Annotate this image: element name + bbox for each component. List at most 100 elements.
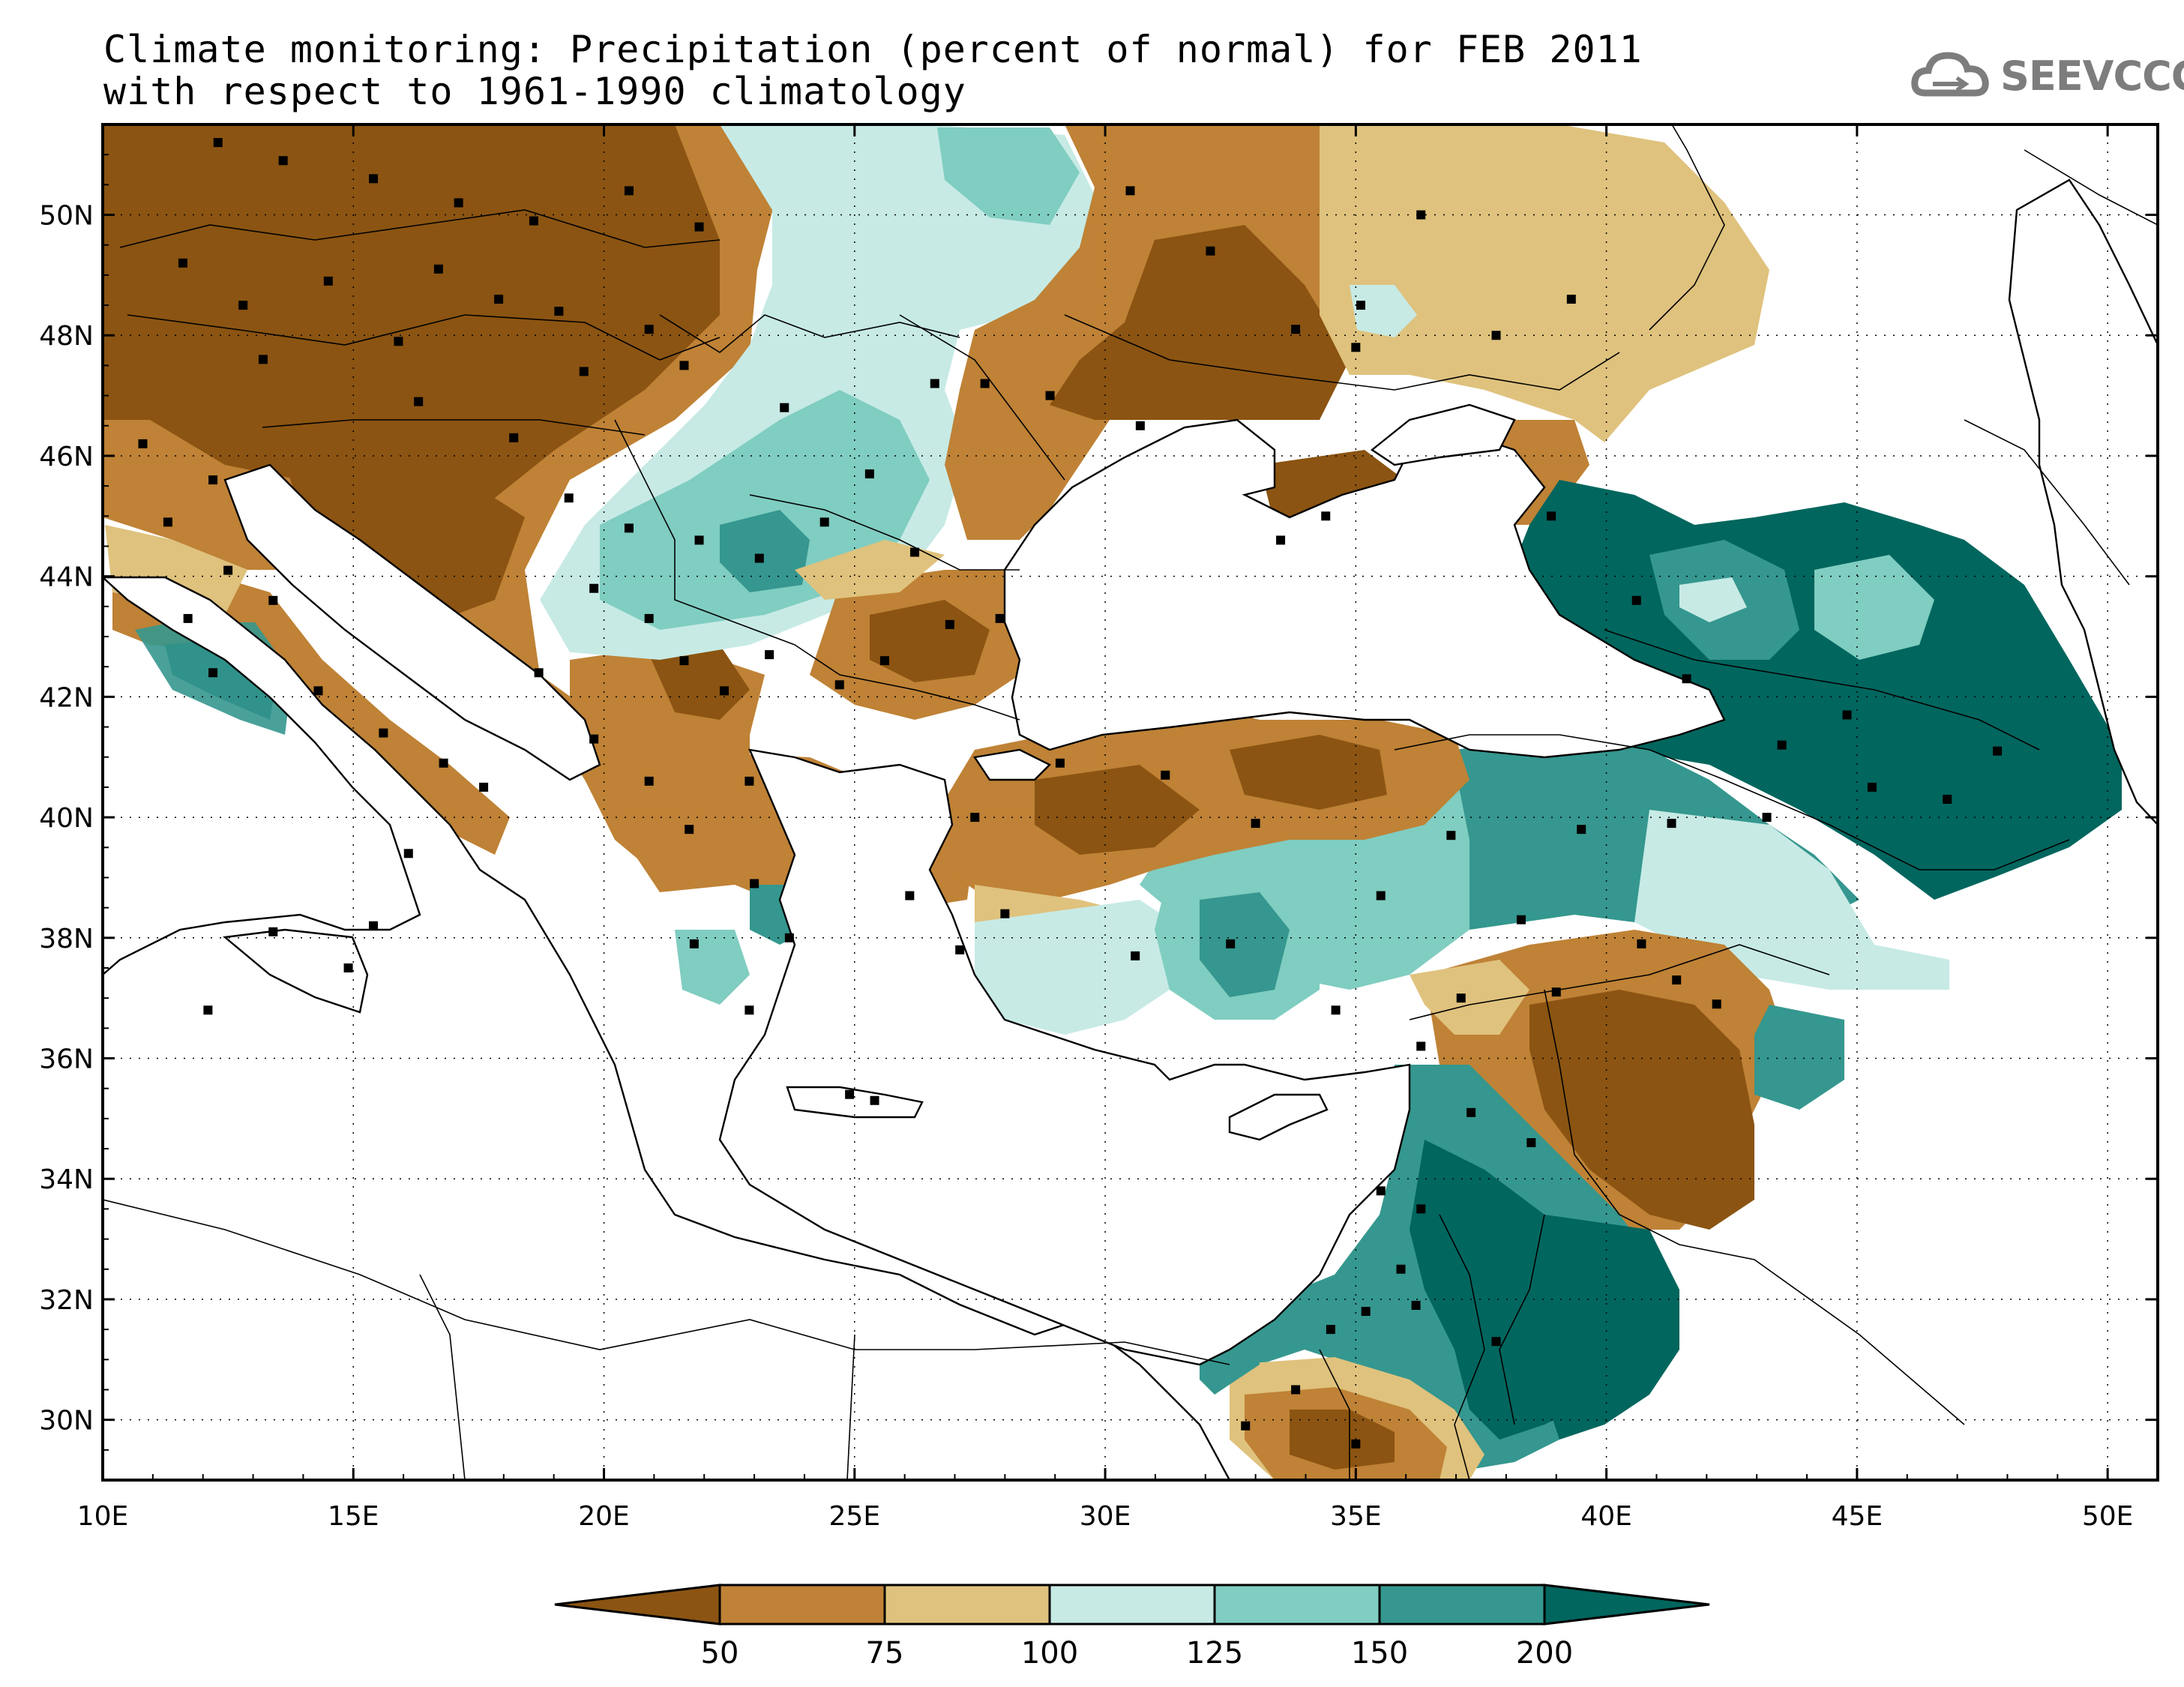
field-carpathian-150 [937, 127, 1080, 225]
colorbar-segment [718, 1584, 886, 1626]
station-marker [564, 493, 574, 503]
station-marker [1842, 710, 1852, 720]
station-marker [589, 583, 599, 593]
station-marker [995, 613, 1005, 623]
colorbar-label: 75 [866, 1636, 904, 1671]
station-marker [268, 927, 278, 936]
station-marker [223, 565, 233, 575]
station-marker [163, 517, 172, 527]
x-tick-label: 40E [1580, 1501, 1632, 1532]
station-marker [1331, 1005, 1341, 1015]
station-marker [529, 216, 538, 226]
y-tick-label: 42N [39, 682, 94, 713]
station-marker [1491, 331, 1501, 340]
sicily-coast [223, 928, 369, 1014]
station-marker [744, 1005, 754, 1015]
longitude-axis: 10E 15E 20E 25E 30E 35E 40E 45E 50E [77, 124, 2159, 1532]
station-marker [1291, 325, 1301, 334]
aegean-coast [718, 748, 1411, 1366]
station-marker [1712, 999, 1721, 1009]
station-marker [644, 776, 654, 786]
station-marker [1456, 993, 1466, 1003]
station-marker [1993, 746, 2003, 756]
station-marker [1000, 909, 1010, 918]
station-marker [1547, 511, 1556, 521]
x-tick-label: 25E [829, 1501, 881, 1532]
station-marker [845, 1089, 855, 1099]
colorbar-lower-triangle [554, 1584, 721, 1626]
y-tick-label: 40N [39, 803, 94, 834]
colorbar-segment [1213, 1584, 1381, 1626]
colorbar-upper-triangle [1543, 1584, 1710, 1626]
station-marker [644, 613, 654, 623]
station-marker [679, 361, 689, 370]
station-marker [454, 198, 463, 208]
latitude-axis: 30N 32N 34N 36N 38N 40N 42N 44N 46N 48N 50N [39, 124, 2158, 1451]
station-marker [433, 264, 443, 274]
station-marker [178, 258, 187, 268]
station-marker [1682, 674, 1691, 684]
station-marker [1491, 1337, 1501, 1347]
station-marker [554, 307, 564, 316]
station-marker [1226, 939, 1236, 948]
field-caucasus-125 [1814, 555, 1934, 660]
field-ukraine-50 [1050, 225, 1350, 420]
y-tick-label: 46N [39, 442, 94, 472]
colorbar-label: 200 [1516, 1636, 1573, 1671]
station-marker [509, 433, 519, 442]
station-marker [784, 933, 794, 942]
station-marker [689, 939, 699, 948]
station-marker [1135, 421, 1145, 430]
field-jordan-200 [1544, 1215, 1679, 1440]
station-marker [589, 734, 599, 744]
map-grid [103, 124, 2158, 1480]
station-marker [694, 535, 704, 545]
field-romania-150b [720, 510, 810, 592]
colorbar-label: 125 [1186, 1636, 1243, 1671]
x-tick-label: 10E [77, 1501, 129, 1532]
field-sinai-50 [1290, 1410, 1395, 1470]
station-marker [1566, 295, 1576, 304]
station-marker [1356, 301, 1366, 310]
station-marker [1276, 535, 1286, 545]
station-marker [1131, 951, 1140, 960]
station-marker [1466, 1107, 1476, 1117]
station-marker [1867, 782, 1877, 792]
station-marker [945, 619, 954, 629]
colorbar-segment [883, 1584, 1051, 1626]
station-marker [834, 680, 844, 690]
station-marker [238, 301, 248, 310]
station-marker [1045, 391, 1055, 400]
station-marker [1161, 770, 1170, 780]
station-marker [208, 668, 218, 678]
plot-frame [101, 123, 2159, 1482]
field-bulgaria-100 [795, 540, 945, 600]
station-marker [1551, 987, 1561, 997]
station-marker [1351, 1439, 1361, 1449]
station-marker [685, 825, 694, 835]
field-syria-100 [1410, 960, 1529, 1035]
station-marker [208, 475, 218, 485]
crete-coast [786, 1086, 924, 1119]
station-marker [765, 650, 774, 660]
station-marker [1631, 595, 1641, 605]
field-syria-50 [1529, 990, 1754, 1230]
station-marker [494, 295, 504, 304]
station-marker [750, 879, 759, 888]
station-marker [780, 403, 789, 412]
y-tick-label: 50N [39, 201, 94, 232]
station-marker [624, 523, 634, 533]
station-marker [439, 758, 448, 768]
field-caucasus-200 [1499, 480, 2122, 900]
station-marker [379, 728, 388, 738]
y-tick-label: 48N [39, 321, 94, 352]
station-marker [579, 367, 589, 376]
station-marker [1291, 1385, 1301, 1395]
field-anatolia-200 [1200, 892, 1290, 997]
station-marker [1376, 891, 1386, 900]
station-marker [258, 355, 268, 364]
station-marker [754, 553, 764, 563]
station-marker [1943, 794, 1952, 804]
map-title-line-1: Climate monitoring: Precipitation (perce… [103, 28, 1643, 71]
station-marker [955, 945, 965, 954]
